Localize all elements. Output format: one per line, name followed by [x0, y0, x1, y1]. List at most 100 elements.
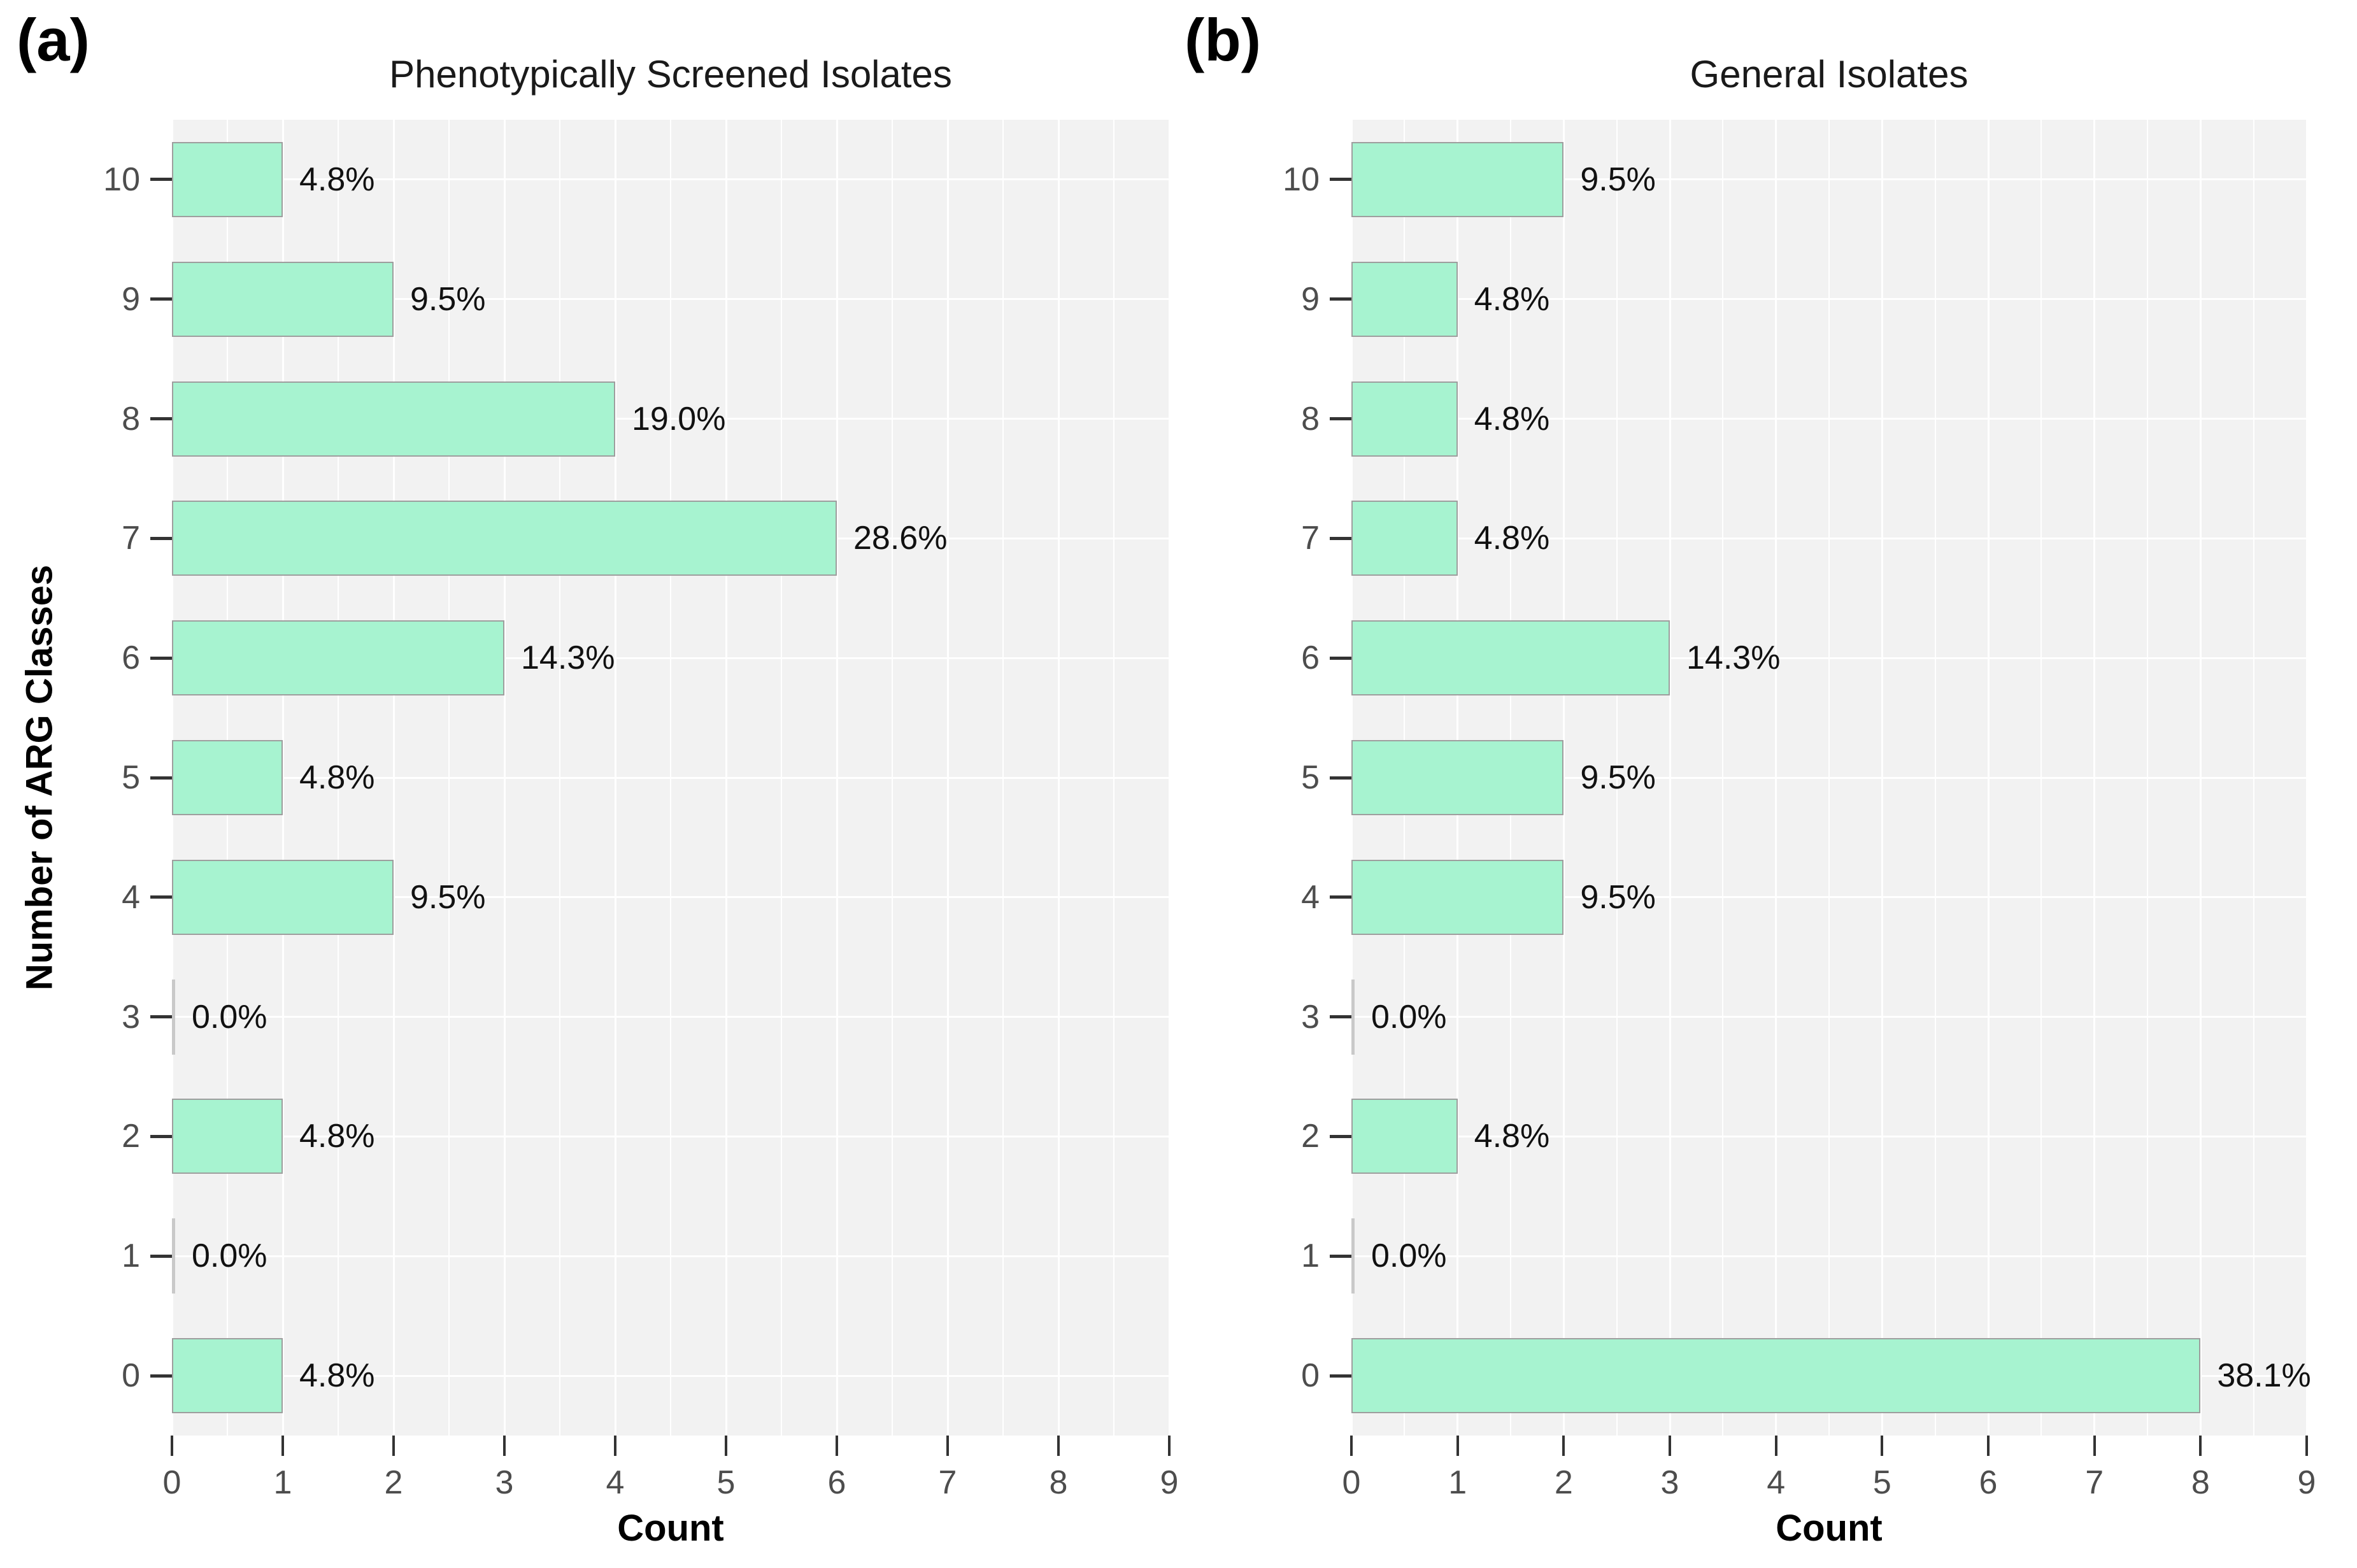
horizontal-gridline — [172, 298, 1169, 301]
y-tick-mark — [150, 1015, 172, 1019]
x-tick-mark — [1562, 1436, 1565, 1456]
horizontal-gridline — [1351, 178, 2307, 181]
y-tick-label: 0 — [1301, 1357, 1320, 1395]
y-tick-label: 2 — [122, 1118, 140, 1155]
x-tick-mark — [1774, 1436, 1777, 1456]
x-tick-label: 9 — [2297, 1464, 2316, 1501]
x-tick-mark — [2305, 1436, 2308, 1456]
bar — [1351, 501, 1458, 576]
bar — [1351, 859, 1564, 935]
y-tick-label: 7 — [122, 520, 140, 557]
y-tick-label: 1 — [1301, 1237, 1320, 1275]
zero-value-bar — [172, 1218, 175, 1294]
zero-value-bar — [1351, 1218, 1355, 1294]
bar-percentage-label: 14.3% — [1686, 639, 1781, 677]
x-tick-label: 8 — [2191, 1464, 2210, 1501]
y-tick-mark — [150, 1134, 172, 1138]
bar — [1351, 1338, 2201, 1414]
bar-percentage-label: 14.3% — [521, 639, 615, 677]
zero-value-bar — [172, 979, 175, 1055]
y-tick-mark — [1330, 1374, 1351, 1378]
y-tick-label: 7 — [1301, 520, 1320, 557]
bar-percentage-label: 4.8% — [299, 1118, 375, 1155]
major-gridline — [2305, 120, 2308, 1436]
x-tick-label: 6 — [827, 1464, 846, 1501]
horizontal-gridline — [172, 1135, 1169, 1137]
x-tick-mark — [281, 1436, 284, 1456]
y-tick-mark — [150, 178, 172, 182]
y-axis-title: Number of ARG Classes — [18, 564, 61, 991]
y-tick-label: 9 — [122, 280, 140, 318]
bar-percentage-label: 4.8% — [1474, 400, 1550, 438]
horizontal-gridline — [1351, 657, 2307, 659]
y-tick-label: 3 — [1301, 998, 1320, 1036]
x-tick-label: 5 — [1872, 1464, 1891, 1501]
x-tick-label: 7 — [938, 1464, 957, 1501]
y-tick-mark — [1330, 1254, 1351, 1258]
horizontal-gridline — [172, 1255, 1169, 1257]
bar-percentage-label: 4.8% — [1474, 520, 1550, 557]
x-tick-label: 4 — [606, 1464, 625, 1501]
y-tick-mark — [1330, 178, 1351, 182]
bar — [172, 501, 837, 576]
bar-percentage-label: 9.5% — [410, 280, 486, 318]
panel-a-plot-area: 0 1 2 3 4 5 6 7 8 9 4.8% 10 9.5% 9 19.0% 8 28.6% 7 14.3% 6 4… — [103, 120, 1178, 1501]
bar-percentage-label: 9.5% — [1580, 878, 1656, 916]
y-tick-mark — [150, 417, 172, 421]
x-tick-mark — [836, 1436, 838, 1456]
horizontal-gridline — [1351, 418, 2307, 420]
x-tick-mark — [1987, 1436, 1990, 1456]
bar-percentage-label: 4.8% — [1474, 280, 1550, 318]
y-tick-mark — [1330, 536, 1351, 540]
bar — [172, 381, 615, 457]
x-tick-mark — [392, 1436, 395, 1456]
y-tick-label: 10 — [1283, 160, 1320, 198]
bar — [1351, 381, 1458, 457]
y-tick-label: 1 — [122, 1237, 140, 1275]
bar-percentage-label: 19.0% — [632, 400, 726, 438]
horizontal-gridline — [172, 1016, 1169, 1018]
y-tick-mark — [150, 656, 172, 660]
bar-percentage-label: 4.8% — [299, 1357, 375, 1395]
bar-percentage-label: 9.5% — [1580, 160, 1656, 198]
bar — [172, 859, 394, 935]
y-tick-label: 0 — [122, 1357, 140, 1395]
bar — [172, 261, 394, 337]
bar-percentage-label: 38.1% — [2217, 1357, 2311, 1395]
x-tick-mark — [503, 1436, 506, 1456]
horizontal-gridline — [172, 776, 1169, 779]
x-tick-mark — [1057, 1436, 1060, 1456]
bar-percentage-label: 0.0% — [192, 1237, 267, 1275]
y-tick-mark — [150, 776, 172, 780]
bar — [172, 1099, 283, 1174]
horizontal-gridline — [1351, 1016, 2307, 1018]
bar — [172, 141, 283, 217]
x-tick-label: 3 — [1660, 1464, 1679, 1501]
bar — [1351, 620, 1670, 696]
y-tick-label: 10 — [103, 160, 140, 198]
bar-percentage-label: 4.8% — [299, 160, 375, 198]
y-tick-mark — [150, 1254, 172, 1258]
x-tick-mark — [2093, 1436, 2096, 1456]
bar-percentage-label: 0.0% — [1371, 1237, 1447, 1275]
x-tick-mark — [614, 1436, 616, 1456]
horizontal-gridline — [1351, 776, 2307, 779]
bar-percentage-label: 0.0% — [192, 998, 267, 1036]
y-tick-mark — [1330, 417, 1351, 421]
y-tick-mark — [1330, 656, 1351, 660]
bar — [1351, 1099, 1458, 1174]
bar — [1351, 740, 1564, 815]
horizontal-gridline — [172, 896, 1169, 899]
x-tick-label: 5 — [716, 1464, 736, 1501]
bar-percentage-label: 4.8% — [1474, 1118, 1550, 1155]
y-tick-label: 8 — [122, 400, 140, 438]
x-tick-mark — [1456, 1436, 1459, 1456]
panel-b-x-axis-title: Count — [1776, 1507, 1883, 1549]
y-tick-mark — [1330, 1015, 1351, 1019]
bar — [1351, 141, 1564, 217]
horizontal-gridline — [172, 657, 1169, 659]
y-tick-mark — [1330, 1134, 1351, 1138]
x-tick-label: 8 — [1049, 1464, 1068, 1501]
x-tick-mark — [1881, 1436, 1884, 1456]
bar — [172, 620, 504, 696]
